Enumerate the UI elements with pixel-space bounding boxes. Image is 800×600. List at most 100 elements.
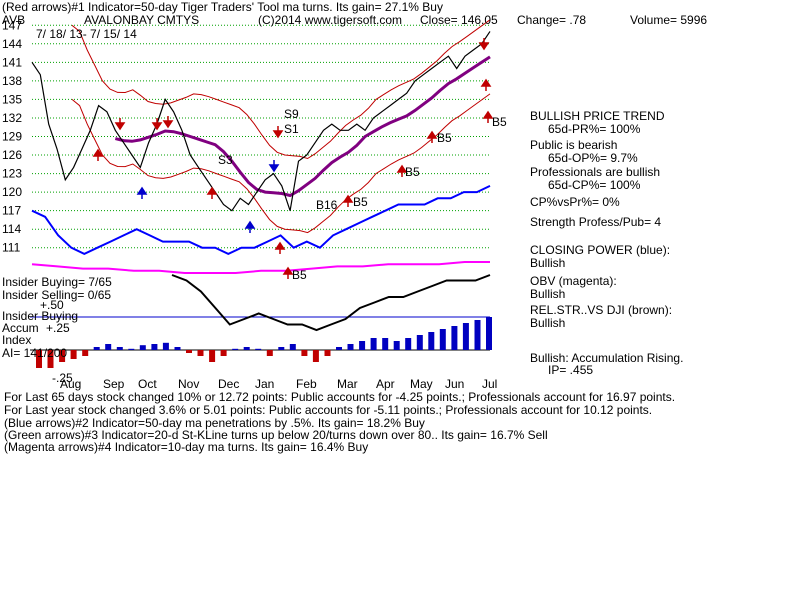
cp-value: 65d-CP%= 100%	[548, 178, 641, 192]
footer-line1: For Last 65 days stock changed 10% or 12…	[4, 390, 676, 404]
signal-arrow	[282, 266, 294, 279]
ai-value: AI= 141/200	[2, 346, 68, 360]
month-x-ticks: Aug Sep Oct Nov Dec Jan Feb Mar Apr May Jun Jul	[60, 377, 497, 391]
cp-vs-pr: CP%vsPr%= 0%	[530, 195, 620, 209]
y-tick-label: 132	[2, 111, 22, 125]
annot-s1: S1	[284, 122, 299, 136]
accum-bar	[36, 350, 42, 368]
accum-bar	[347, 344, 354, 350]
footer-line4: (Green arrows)#3 Indicator=20-d St-KLine…	[4, 428, 548, 442]
y-tick-label: 123	[2, 167, 22, 181]
accum-bar	[162, 342, 169, 350]
company-name: AVALONBAY CMTYS	[84, 13, 200, 27]
header-line1: (Red arrows)#1 Indicator=50-day Tiger Tr…	[2, 0, 443, 14]
index-label: Index	[2, 333, 32, 347]
accum-status: Bullish: Accumulation Rising.	[530, 351, 684, 365]
accum-bar	[289, 344, 296, 350]
accum-bar	[393, 341, 400, 350]
signal-arrow	[114, 118, 126, 131]
signal-arrow	[396, 164, 408, 177]
date-range: 7/ 18/ 13- 7/ 15/ 14	[36, 27, 137, 41]
copyright: (C)2014 www.tigersoft.com	[258, 13, 403, 27]
upper-band-line	[71, 19, 491, 160]
accum-bar	[197, 350, 204, 356]
accum-bar	[59, 350, 66, 362]
accum-bar	[266, 350, 273, 356]
x-tick-label: Jul	[482, 377, 497, 391]
close-value: Close= 146.05	[420, 13, 498, 27]
obv-status: Bullish	[530, 287, 566, 301]
footer-line5: (Magenta arrows)#4 Indicator=10-day ma t…	[4, 440, 369, 454]
x-tick-label: Dec	[218, 377, 239, 391]
accum-bar	[232, 348, 239, 350]
accum-bar	[105, 344, 112, 350]
price-y-ticks: 147 144 141 138 135 132 129 126 123 120 117 114 111	[2, 18, 22, 254]
insider-selling-count: Insider Selling= 0/65	[2, 288, 112, 302]
insider-buying-count: Insider Buying= 7/65	[2, 275, 112, 289]
annot-b16: B16	[316, 198, 338, 212]
accum-bar	[116, 347, 123, 350]
signal-arrow	[206, 186, 218, 199]
signal-arrow	[151, 118, 163, 131]
accum-bar	[301, 350, 308, 356]
accum-bar	[312, 350, 319, 362]
accum-bar	[416, 335, 423, 350]
accumulation-index-bars	[36, 317, 492, 368]
footer-line2: For Last year stock changed 3.6% or 5.01…	[4, 403, 653, 417]
accum-bar	[382, 338, 389, 350]
x-tick-label: Aug	[60, 377, 81, 391]
annot-b5-d: B5	[492, 115, 507, 129]
signal-arrow	[426, 130, 438, 143]
ticker: AVB	[2, 13, 26, 27]
accum-tick-minus25: -.25	[52, 371, 73, 385]
annot-b5-e: B5	[292, 268, 307, 282]
accum-bar	[70, 350, 77, 359]
accum-bar	[151, 344, 158, 350]
accum-bar	[486, 317, 492, 350]
x-tick-label: Sep	[103, 377, 125, 391]
volume-value: Volume= 5996	[630, 13, 708, 27]
y-tick-label: 135	[2, 92, 22, 106]
accum-bar	[324, 350, 331, 356]
y-tick-label: 117	[2, 204, 21, 218]
signal-arrow	[272, 126, 284, 139]
accum-bar	[139, 345, 146, 350]
signal-arrows	[92, 38, 494, 279]
accum-tick-plus50: +.50	[40, 298, 64, 312]
y-tick-label: 129	[2, 130, 22, 144]
signal-arrow	[274, 241, 286, 254]
accum-bar	[451, 326, 458, 350]
accum-bar	[82, 350, 89, 356]
accum-bar	[128, 348, 135, 350]
closing-power-status: Bullish	[530, 256, 566, 270]
x-tick-label: May	[410, 377, 433, 391]
x-tick-label: Feb	[296, 377, 317, 391]
accum-bar	[474, 320, 481, 350]
y-tick-label: 114	[2, 222, 21, 236]
signal-arrow	[162, 116, 174, 129]
y-tick-label: 138	[2, 74, 22, 88]
accum-bar	[428, 332, 435, 350]
annot-s9: S9	[284, 107, 299, 121]
signal-arrow	[342, 194, 354, 207]
footer-line3: (Blue arrows)#2 Indicator=50-day ma pene…	[4, 416, 425, 430]
accum-bar	[209, 350, 216, 362]
y-tick-label: 120	[2, 185, 22, 199]
obv-label: OBV (magenta):	[530, 274, 617, 288]
price-gridlines	[32, 24, 490, 249]
y-tick-label: 141	[2, 55, 22, 69]
ip-value: IP= .455	[548, 363, 594, 377]
signal-arrow	[478, 38, 490, 51]
x-tick-label: Jun	[445, 377, 464, 391]
accum-bar	[47, 350, 54, 368]
x-tick-label: Oct	[138, 377, 157, 391]
accum-bar	[186, 350, 192, 353]
accum-bar	[439, 329, 446, 350]
accum-tick-plus25: +.25	[46, 321, 70, 335]
x-tick-label: Mar	[337, 377, 358, 391]
accum-bar	[220, 350, 227, 356]
ma50-line	[114, 55, 491, 198]
pr-value: 65d-PR%= 100%	[548, 122, 641, 136]
y-tick-label: 147	[2, 18, 22, 32]
